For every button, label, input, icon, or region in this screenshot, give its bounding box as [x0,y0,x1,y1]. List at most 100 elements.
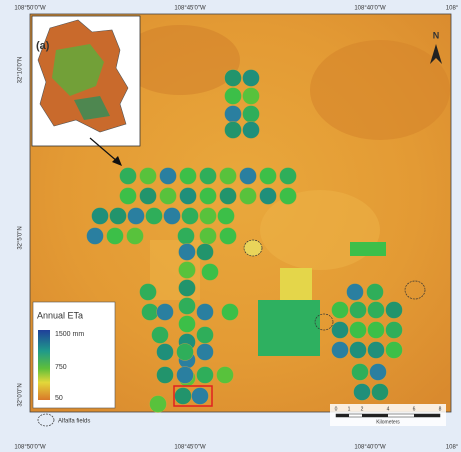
scale-tick: 2 [361,406,364,412]
scale-segment [362,414,388,417]
pivot-field [157,344,174,361]
pivot-field [127,228,144,245]
pivot-field [178,228,195,245]
legend-label: 50 [55,395,63,402]
pivot-field [243,122,260,139]
pivot-field [202,264,219,281]
pivot-field [179,280,196,297]
pivot-field [225,70,242,87]
coord-label-left: 32°0'0"N [18,383,24,406]
pivot-field [192,388,209,405]
coord-label-top: 108° [446,6,459,12]
pivot-field [222,304,239,321]
legend-colorbar [38,330,50,400]
legend-label: 1500 mm [55,331,84,338]
pivot-field [350,302,367,319]
scale-tick: 1 [348,406,351,412]
pivot-field [180,188,197,205]
pivot-field [368,302,385,319]
pivot-field [200,208,217,225]
pivot-field [197,327,214,344]
pivot-field [260,188,277,205]
pivot-field [179,244,196,261]
coord-label-bottom: 108° [446,445,459,451]
pivot-field [280,168,297,185]
panel-label: (a) [36,40,50,52]
pivot-field [177,367,194,384]
pivot-field [372,384,389,401]
pivot-field [175,388,192,405]
pivot-field [225,122,242,139]
pivot-field [350,342,367,359]
pivot-field [157,304,174,321]
north-label: N [433,30,440,40]
pivot-field [140,284,157,301]
pivot-field [200,168,217,185]
pivot-field [120,168,137,185]
pivot-field [197,344,214,361]
pivot-field [332,342,349,359]
pivot-field [157,367,174,384]
pivot-field [87,228,104,245]
coord-label-top: 108°40'0"W [354,6,386,12]
scale-tick: 6 [413,406,416,412]
pivot-field [218,208,235,225]
pivot-field [368,342,385,359]
pivot-field [332,302,349,319]
pivot-field [260,168,277,185]
pivot-field [179,298,196,315]
alfalfa-field [244,240,262,256]
scale-tick: 8 [439,406,442,412]
pivot-field [386,302,403,319]
fallow-block [280,268,312,300]
pivot-field [160,188,177,205]
coord-label-top: 108°45'0"W [174,6,206,12]
pivot-field [140,188,157,205]
pivot-field [280,188,297,205]
pivot-field [217,367,234,384]
pivot-field [243,106,260,123]
pivot-field [160,168,177,185]
pivot-field [140,168,157,185]
pivot-field [197,304,214,321]
pivot-field [150,396,167,413]
pivot-field [243,88,260,105]
pivot-field [347,284,364,301]
pivot-field [197,367,214,384]
pivot-field [179,262,196,279]
coord-label-left: 32°5'0"N [18,226,24,249]
pivot-field [386,342,403,359]
pivot-field [350,322,367,339]
scale-tick: 0 [335,406,338,412]
pivot-field [200,228,217,245]
scale-segment [414,414,440,417]
alfalfa-symbol [38,414,54,426]
pivot-field [368,322,385,339]
map-figure: (a) N Annual ETa 1500 mm 750 50 Alfalfa … [0,0,461,452]
scale-unit: Kilometers [376,419,400,425]
pivot-field [128,208,145,225]
coord-label-bottom: 108°50'0"W [14,445,46,451]
pivot-field [240,188,257,205]
pivot-field [92,208,109,225]
scale-segment [336,414,349,417]
pivot-field [177,344,194,361]
field-block [350,242,386,256]
coord-label-top: 108°50'0"W [14,6,46,12]
pivot-field [179,316,196,333]
pivot-field [367,284,384,301]
pivot-field [142,304,159,321]
pivot-field [220,188,237,205]
pivot-field [110,208,127,225]
pivot-field [120,188,137,205]
pivot-field [370,364,387,381]
legend-label: Alfalfa fields [58,419,90,425]
pivot-field [225,106,242,123]
pivot-field [243,70,260,87]
legend-label: 750 [55,364,67,371]
coord-label-bottom: 108°45'0"W [174,445,206,451]
pivot-field [180,168,197,185]
pivot-field [220,228,237,245]
pivot-field [386,322,403,339]
pivot-field [200,188,217,205]
